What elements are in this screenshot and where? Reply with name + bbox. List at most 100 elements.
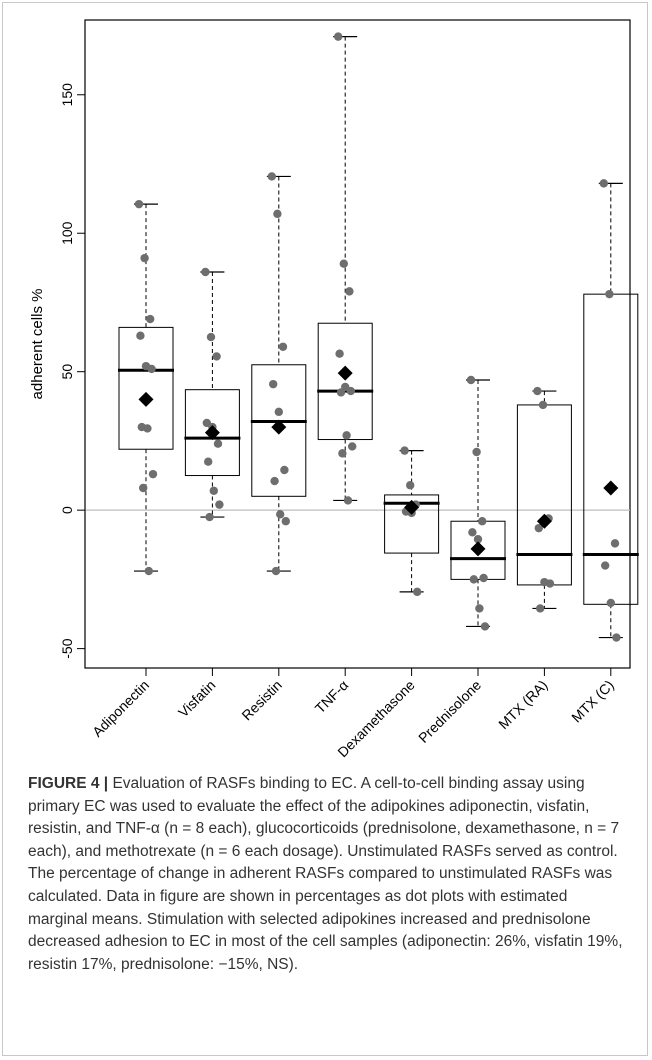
y-axis-label: adherent cells % [29, 289, 46, 400]
x-tick-label: Prednisolone [415, 677, 484, 746]
y-tick-label: 0 [59, 506, 75, 514]
data-point [274, 407, 283, 417]
box-plot-chart: -50 0 50 100 150 Adiponectin Visfatin Resistin T… [29, 19, 639, 760]
box-iqr [317, 322, 373, 441]
data-point [143, 424, 152, 433]
data-point [479, 573, 488, 583]
data-point [338, 449, 347, 458]
data-point [205, 512, 214, 522]
data-point [215, 500, 224, 509]
mean-marker [271, 419, 287, 435]
data-point [473, 535, 483, 544]
data-point [269, 379, 278, 389]
data-point [342, 431, 351, 440]
data-point [466, 375, 476, 385]
x-tick-label: Visfatin [175, 677, 219, 721]
x-tick-label: MTX (C) [568, 677, 617, 726]
data-point [281, 517, 290, 526]
data-point [204, 457, 213, 466]
data-point [538, 400, 548, 410]
data-point [475, 604, 484, 613]
data-point [346, 386, 355, 396]
data-point [146, 314, 155, 324]
x-tick-label: Adiponectin [89, 677, 152, 740]
data-point [343, 496, 353, 505]
data-point [480, 622, 490, 631]
mean-marker [138, 391, 154, 407]
data-point [140, 253, 149, 263]
box-iqr [384, 494, 440, 554]
data-point [335, 349, 344, 358]
y-tick-label: 150 [59, 83, 75, 107]
data-point [400, 446, 409, 455]
box-group [250, 172, 307, 576]
mean-marker [470, 541, 486, 557]
box-group [383, 446, 440, 597]
data-point [136, 331, 145, 340]
caption-label: FIGURE 4 | [28, 775, 109, 792]
box-group [317, 32, 374, 505]
data-point [545, 579, 555, 588]
data-point [599, 179, 608, 188]
mean-marker [404, 499, 420, 515]
data-point [345, 287, 354, 296]
data-point [534, 523, 543, 533]
box-iqr [251, 364, 307, 497]
mean-marker [603, 480, 619, 496]
x-tick-label: MTX (RA) [495, 677, 550, 732]
data-point [605, 289, 614, 299]
data-point [406, 481, 415, 490]
data-point [267, 172, 276, 181]
y-tick-label: -50 [59, 638, 75, 658]
data-point [413, 587, 422, 597]
data-point [533, 386, 542, 396]
box-group [118, 199, 174, 576]
data-point [212, 352, 221, 361]
data-point [148, 469, 158, 479]
data-point [134, 199, 144, 209]
box-iqr [450, 520, 506, 580]
data-point [469, 575, 478, 584]
data-point [601, 561, 610, 570]
data-point [612, 633, 621, 642]
mean-marker [536, 513, 552, 529]
box-iqr [516, 404, 572, 586]
data-point [213, 439, 223, 448]
y-tick-label: 100 [59, 221, 75, 245]
x-tick-label: Resistin [238, 677, 285, 724]
box-group [450, 375, 506, 631]
data-point [147, 364, 156, 374]
data-point [201, 267, 210, 277]
data-point [144, 566, 153, 576]
data-point [606, 598, 615, 608]
box-group [582, 179, 639, 642]
data-point [278, 342, 288, 351]
box-iqr [118, 326, 174, 450]
data-point [336, 388, 346, 397]
data-point [610, 539, 620, 548]
data-point [270, 476, 279, 486]
data-point [276, 510, 285, 519]
data-point [209, 486, 218, 495]
y-tick-label: 50 [59, 364, 75, 380]
data-point [280, 465, 289, 475]
mean-marker [204, 425, 220, 441]
plot-area [84, 19, 631, 669]
x-tick-label: TNF-α [312, 677, 352, 717]
data-point [139, 483, 148, 493]
data-point [334, 32, 343, 41]
data-point [478, 517, 487, 526]
data-point [339, 259, 348, 268]
caption-text: Evaluation of RASFs binding to EC. A cel… [28, 775, 623, 973]
figure-caption: FIGURE 4 | Evaluation of RASFs binding t… [28, 773, 628, 976]
box-group [184, 267, 241, 522]
mean-marker [337, 365, 353, 381]
data-point [348, 442, 357, 451]
data-point [536, 604, 545, 613]
box-group [516, 386, 573, 613]
box-iqr [184, 389, 240, 477]
data-point [273, 209, 282, 219]
data-point [206, 332, 216, 342]
data-point [468, 528, 477, 537]
data-point [472, 447, 481, 457]
